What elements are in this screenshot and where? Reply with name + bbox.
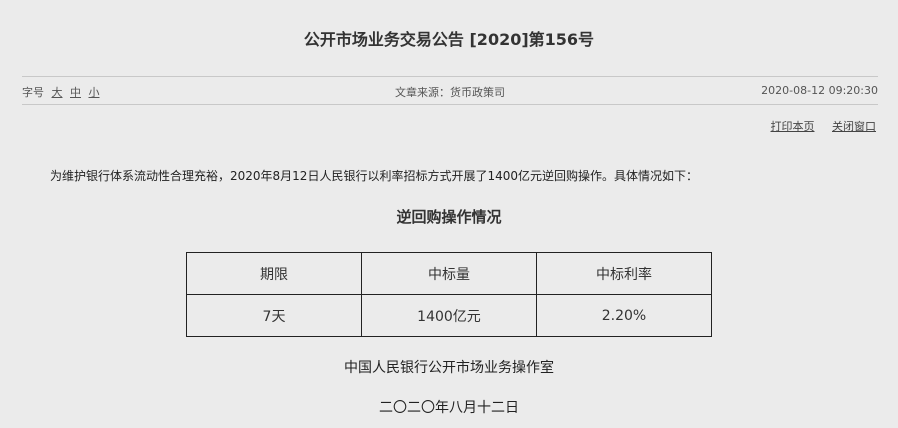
font-size-label: 字号 [22, 86, 44, 99]
table-row: 7天 1400亿元 2.20% [186, 294, 712, 337]
table-cell: 中标利率 [536, 252, 712, 295]
divider [22, 104, 878, 105]
table-cell: 中标量 [361, 252, 537, 295]
print-page-link[interactable]: 打印本页 [770, 120, 815, 133]
signature-date: 二〇二〇年八月十二日 [379, 400, 519, 416]
intro-paragraph: 为维护银行体系流动性合理充裕，2020年8月12日人民银行以利率招标方式开展了1… [50, 169, 698, 183]
meta-bar: 字号 大 中 小 文章来源：货币政策司 2020-08-12 09:20:30 [22, 84, 878, 100]
divider [22, 76, 878, 77]
signature: 中国人民银行公开市场业务操作室 [344, 360, 554, 376]
table-cell: 2.20% [536, 294, 712, 337]
page-title: 公开市场业务交易公告 [2020]第156号 [303, 30, 595, 49]
font-size-medium[interactable]: 中 [70, 86, 81, 99]
publish-datetime: 2020-08-12 09:20:30 [761, 84, 878, 97]
table-header-row: 期限 中标量 中标利率 [186, 252, 712, 295]
font-size-small[interactable]: 小 [88, 86, 100, 99]
article-source: 文章来源：货币政策司 [395, 86, 505, 99]
table-cell: 期限 [186, 252, 362, 295]
table-cell: 1400亿元 [361, 294, 537, 337]
close-window-link[interactable]: 关闭窗口 [832, 120, 876, 133]
page-actions: 打印本页 关闭窗口 [757, 118, 877, 134]
table-cell: 7天 [186, 294, 362, 337]
font-size-selector: 字号 大 中 小 [22, 84, 100, 100]
operation-table: 期限 中标量 中标利率 7天 1400亿元 2.20% [186, 252, 712, 337]
font-size-large[interactable]: 大 [51, 86, 63, 99]
table-title: 逆回购操作情况 [396, 208, 502, 226]
